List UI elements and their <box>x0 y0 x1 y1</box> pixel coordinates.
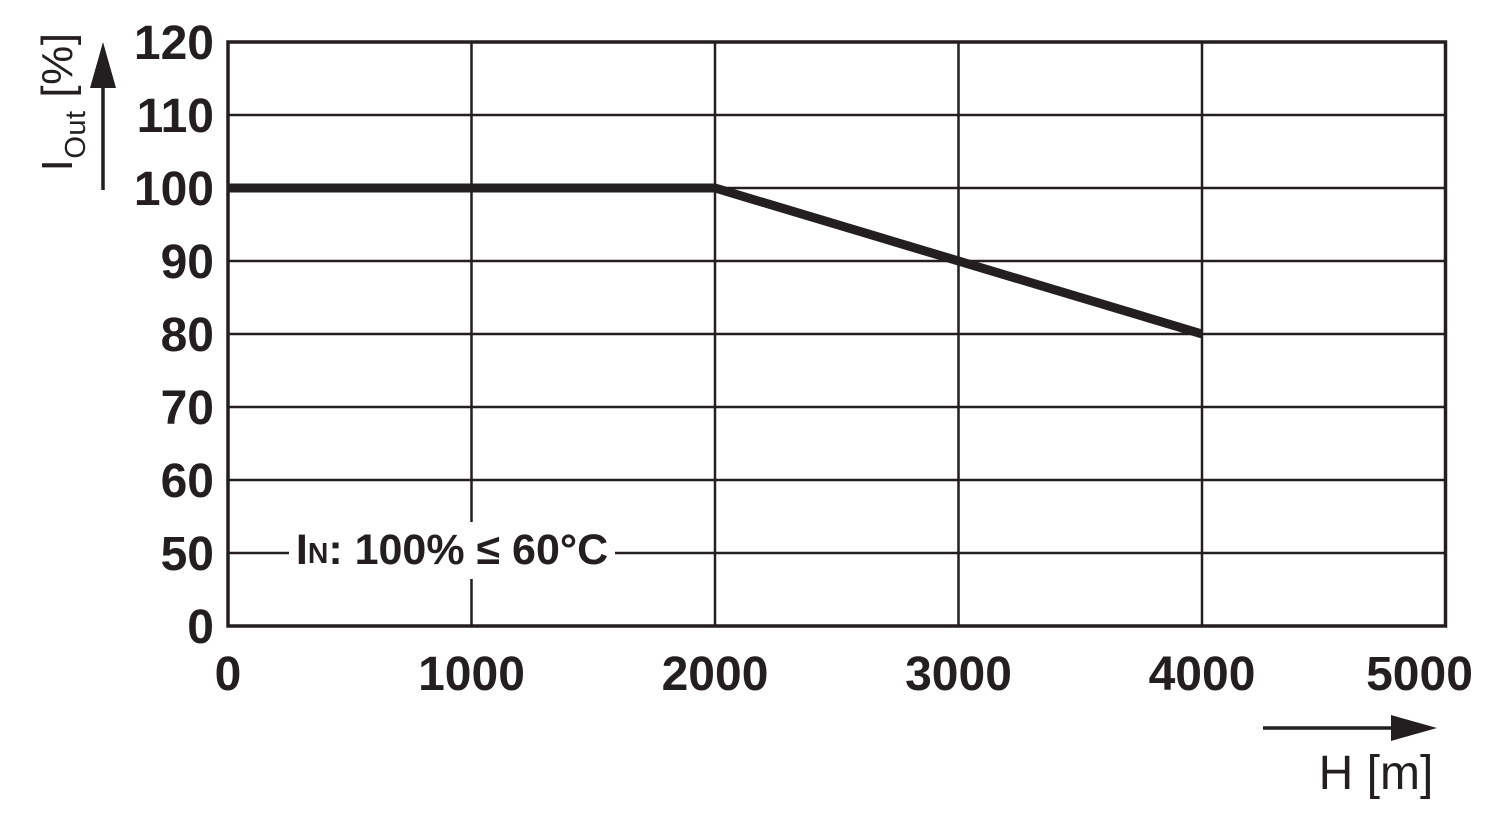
y-tick-label: 0 <box>187 601 214 654</box>
y-axis-label-unit: [%] <box>33 32 82 111</box>
x-axis-arrow-icon <box>1263 715 1437 741</box>
x-tick-labels: 0 1000 2000 3000 4000 5000 <box>215 648 1473 701</box>
y-tick-label: 90 <box>161 236 214 289</box>
data-series-line <box>228 183 1204 339</box>
y-tick-label: 80 <box>161 309 214 362</box>
y-tick-label: 50 <box>161 528 214 581</box>
x-axis-label: H [m] <box>1318 747 1434 800</box>
annotation-rest: : 100% ≤ 60°C <box>328 526 609 574</box>
y-tick-label: 110 <box>137 90 214 143</box>
y-axis-label: IOut [%] <box>33 32 92 172</box>
y-axis-arrow-icon <box>90 42 116 190</box>
y-axis-label-subscript: Out <box>60 110 93 159</box>
x-tick-label: 2000 <box>662 648 769 701</box>
y-tick-label: 70 <box>161 382 214 435</box>
plot-border <box>226 40 1448 628</box>
x-tick-label: 4000 <box>1149 648 1256 701</box>
x-tick-label: 5000 <box>1366 648 1473 701</box>
y-tick-label: 100 <box>134 163 214 216</box>
annotation-base: I <box>295 526 308 574</box>
y-axis-label-base: I <box>33 158 82 172</box>
x-tick-label: 3000 <box>905 648 1012 701</box>
x-tick-label: 1000 <box>418 648 525 701</box>
x-tick-label: 0 <box>215 648 242 701</box>
y-tick-label: 60 <box>161 455 214 508</box>
y-tick-labels: 0 50 60 70 80 90 100 110 120 <box>134 17 214 654</box>
y-tick-label: 120 <box>134 17 214 70</box>
